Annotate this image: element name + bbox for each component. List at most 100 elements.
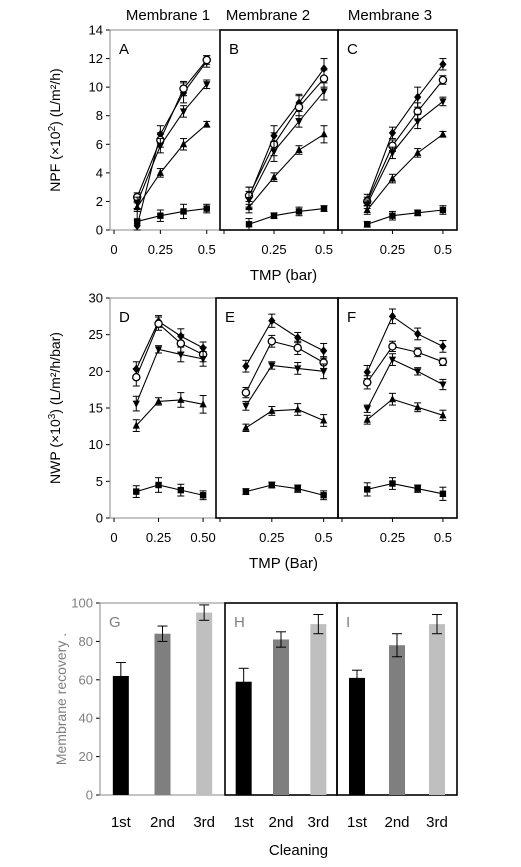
data-point [319, 74, 329, 83]
data-point [268, 316, 276, 326]
data-point [294, 485, 301, 492]
series-line [367, 209, 443, 225]
series-square [133, 203, 211, 231]
series-diamond [242, 313, 328, 373]
data-point [268, 406, 276, 414]
data-point [320, 64, 328, 73]
data-point [414, 209, 421, 217]
data-point [157, 212, 164, 219]
data-point [389, 480, 396, 487]
data-point [268, 481, 276, 489]
series-circle [241, 334, 328, 399]
bar [349, 677, 365, 795]
data-point [388, 149, 397, 158]
data-point [320, 492, 327, 499]
chart-row-nwp: 0 5 10 15 20 25 30 NWP (×103) (L/m²/h/bar) TMP (… [47, 291, 458, 572]
data-point [242, 361, 250, 371]
data-point [439, 59, 447, 69]
series-diamond [245, 58, 328, 208]
bar [235, 681, 252, 795]
series-triangle [132, 392, 207, 432]
series-line [136, 61, 208, 226]
panel-letter: D [119, 309, 130, 326]
series-line [245, 319, 324, 367]
series-line [245, 484, 324, 496]
y-axis-label: NPF (×102) (L/m²/h) [47, 68, 64, 191]
data-point [439, 98, 447, 106]
data-point [364, 486, 371, 493]
data-point [363, 201, 371, 209]
data-point [439, 206, 447, 214]
data-point [203, 120, 211, 128]
category-label: 3rd [307, 814, 329, 831]
data-point [414, 92, 422, 102]
panel-f: F 0.25 0.5 [337, 297, 458, 545]
data-point [176, 339, 186, 348]
data-point [388, 174, 397, 182]
data-point [132, 421, 140, 429]
x-tick-label: 0.5 [434, 530, 452, 545]
data-point [295, 208, 303, 215]
data-point [439, 381, 447, 389]
data-point [245, 221, 253, 228]
y-tick-label: 10 [89, 437, 103, 452]
data-point [388, 356, 397, 364]
data-point [242, 488, 250, 495]
series-line [136, 83, 208, 204]
data-point [363, 205, 371, 213]
y-tick-label: 30 [89, 291, 103, 306]
series-line [135, 322, 204, 378]
data-point [414, 329, 422, 339]
x-tick-label: 0.25 [380, 242, 405, 257]
x-tick-label: 0.25 [148, 242, 173, 257]
column-title-3: Membrane 3 [348, 7, 432, 24]
y-tick-label: 80 [79, 634, 93, 649]
series-circle [362, 340, 448, 390]
series-diamond [132, 315, 207, 377]
data-point [388, 395, 397, 403]
panel-letter: I [346, 614, 350, 631]
series-line [135, 320, 204, 370]
data-point [388, 311, 397, 321]
data-point [364, 221, 371, 228]
data-point [388, 128, 397, 138]
data-point [177, 486, 185, 494]
data-point [389, 212, 396, 219]
data-point [156, 142, 164, 150]
category-label: 1st [347, 814, 368, 831]
series-line [366, 133, 444, 211]
series-line [137, 208, 207, 222]
y-tick-label: 25 [89, 327, 103, 342]
y-tick-label: 6 [96, 137, 103, 152]
x-axis-label: Cleaning [269, 842, 328, 859]
x-axis-label: TMP (Bar) [249, 555, 318, 572]
category-label: 2nd [268, 814, 293, 831]
y-tick-label: 20 [79, 749, 93, 764]
series-line [135, 348, 204, 404]
chart-row-recovery: 0 20 40 60 80 100 Membrane recovery . Cleaning G… [53, 596, 458, 859]
bar [429, 624, 445, 795]
y-tick-label: 14 [89, 23, 103, 38]
data-point [294, 365, 302, 373]
data-point [439, 411, 447, 419]
panel-letter: G [109, 614, 121, 631]
panel-g: G 1st 2nd 3rd [99, 602, 226, 831]
data-point [245, 197, 253, 205]
y-tick-label: 2 [96, 194, 103, 209]
y-tick-label: 0 [96, 511, 103, 526]
x-tick-label: 0.5 [198, 242, 216, 257]
y-tick-label: 0 [96, 223, 103, 238]
data-point [267, 337, 277, 346]
column-title-2: Membrane 2 [226, 7, 310, 24]
panel-frame [215, 297, 339, 519]
data-point [132, 400, 140, 408]
series-square [242, 481, 328, 501]
data-point [132, 372, 141, 382]
data-point [154, 346, 163, 354]
series-line [136, 123, 208, 208]
data-point [388, 342, 397, 351]
data-point [320, 205, 328, 212]
series-triangle [363, 130, 447, 215]
series-tri-down [242, 361, 328, 411]
